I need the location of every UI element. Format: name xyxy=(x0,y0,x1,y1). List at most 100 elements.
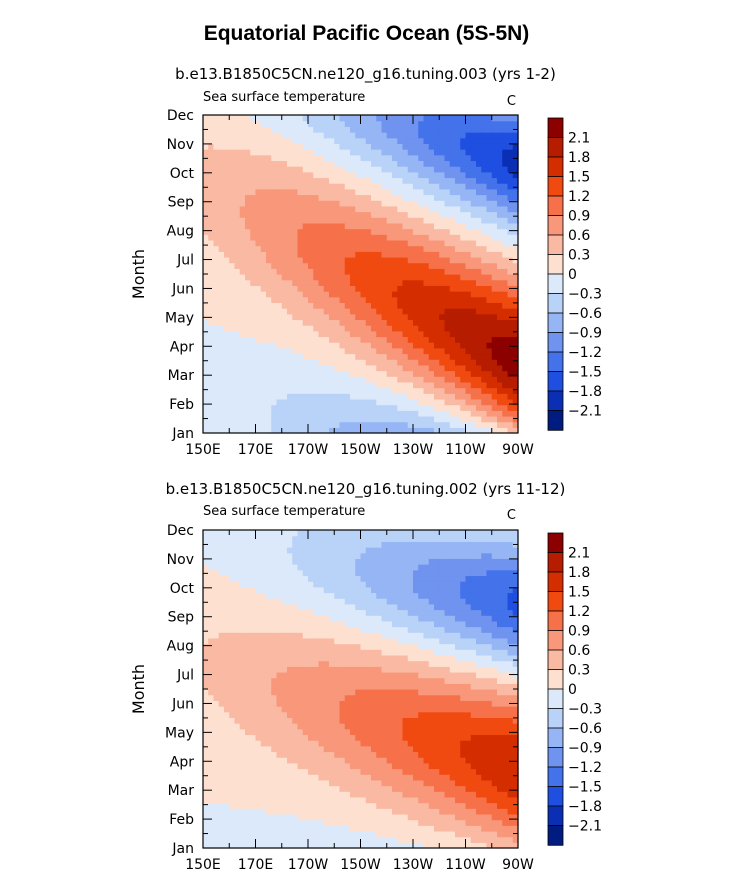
panel1-heatmap-cell xyxy=(502,126,509,133)
panel2-heatmap-cell xyxy=(250,535,257,542)
panel1-heatmap-cell xyxy=(203,404,209,411)
panel1-heatmap-cell xyxy=(203,274,209,281)
panel2-heatmap-cell xyxy=(281,745,288,753)
panel1-heatmap-cell xyxy=(392,370,398,377)
panel2-heatmap-cell xyxy=(281,785,288,792)
panel2-heatmap-cell xyxy=(239,654,246,662)
panel1-heatmap-cell xyxy=(218,393,225,400)
panel2-heatmap-cell xyxy=(229,774,236,781)
panel1-heatmap-cell xyxy=(308,177,314,184)
panel1-heatmap-cell xyxy=(297,171,304,179)
panel1-heatmap-cell xyxy=(276,370,283,377)
panel1-heatmap-cell xyxy=(481,325,488,332)
panel1-heatmap-cell xyxy=(434,330,440,338)
panel1-heatmap-cell xyxy=(418,404,425,411)
panel1-heatmap-cell xyxy=(213,319,220,326)
panel2-heatmap-cell xyxy=(208,581,215,588)
panel1-heatmap-cell xyxy=(329,251,335,258)
panel1-heatmap-cell xyxy=(428,256,435,264)
panel1-heatmap-cell xyxy=(486,353,493,360)
panel1-heatmap-cell xyxy=(365,256,372,264)
panel1-heatmap-cell xyxy=(297,256,304,264)
panel1-heatmap-cell xyxy=(271,319,278,326)
panel1-heatmap-cell xyxy=(350,308,356,315)
panel1-heatmap-cell xyxy=(313,211,320,218)
panel1-heatmap-cell xyxy=(497,398,503,406)
panel1-heatmap-cell xyxy=(444,115,451,122)
panel1-heatmap-cell xyxy=(371,319,377,326)
panel1-heatmap-cell xyxy=(339,188,346,196)
panel2-heatmap-cell xyxy=(218,541,225,548)
panel1-heatmap-cell xyxy=(318,262,325,269)
panel2-heatmap-cell xyxy=(271,723,278,730)
panel2-heatmap-cell xyxy=(281,632,288,639)
panel2-heatmap-cell xyxy=(297,757,304,764)
panel1-heatmap-cell xyxy=(407,251,414,258)
panel2-heatmap-cell xyxy=(229,569,236,577)
panel1-heatmap-cell xyxy=(476,262,482,269)
panel2-heatmap-cell xyxy=(302,785,309,792)
panel1-heatmap-cell xyxy=(413,177,419,184)
panel1-heatmap-cell xyxy=(297,296,304,303)
panel1-heatmap-cell xyxy=(329,262,335,269)
panel2-heatmap-cell xyxy=(239,751,246,758)
panel1-heatmap-cell xyxy=(413,149,419,156)
panel1-heatmap-cell xyxy=(507,205,514,213)
panel1-heatmap-cell xyxy=(397,398,404,406)
panel1-heatmap-cell xyxy=(428,415,435,423)
panel2-heatmap-cell xyxy=(323,654,330,662)
panel1-heatmap-cell xyxy=(507,160,514,167)
panel1-heatmap-cell xyxy=(376,256,383,264)
panel1-heatmap-cell xyxy=(239,205,246,213)
panel1-heatmap-cell xyxy=(397,211,404,218)
panel2-heatmap-cell xyxy=(308,740,314,747)
panel2-heatmap-cell xyxy=(208,706,215,713)
panel2-heatmap-cell xyxy=(255,711,262,718)
panel1-heatmap-cell xyxy=(392,217,398,224)
panel1-heatmap-cell xyxy=(213,160,220,167)
panel1-heatmap-cell xyxy=(287,200,293,207)
panel1-heatmap-cell xyxy=(313,205,320,213)
panel2-heatmap-cell xyxy=(292,552,299,559)
panel1-heatmap-cell xyxy=(339,319,346,326)
panel1-heatmap-cell xyxy=(386,256,393,264)
panel1-heatmap-cell xyxy=(308,200,314,207)
panel1-heatmap-cell xyxy=(360,222,367,230)
panel2-heatmap-cell xyxy=(245,677,251,684)
panel2-heatmap-cell xyxy=(313,706,320,713)
panel2-heatmap-cell xyxy=(260,808,267,815)
panel1-heatmap-cell xyxy=(428,353,435,360)
panel2-heatmap-cell xyxy=(266,552,272,559)
panel1-heatmap-cell xyxy=(402,211,409,218)
panel2-heatmap-cell xyxy=(276,796,283,804)
panel1-heatmap-cell xyxy=(376,143,383,150)
panel1-heatmap-cell xyxy=(491,415,498,423)
panel1-heatmap-cell xyxy=(355,160,362,167)
panel1-heatmap-cell xyxy=(213,120,220,127)
panel2-heatmap-cell xyxy=(334,728,341,736)
panel1-heatmap-cell xyxy=(344,194,351,201)
panel1-heatmap-cell xyxy=(486,160,493,167)
panel1-heatmap-cell xyxy=(334,211,341,218)
panel2-heatmap-cell xyxy=(239,694,246,701)
panel1-heatmap-cell xyxy=(313,126,320,133)
panel1-heatmap-cell xyxy=(250,291,257,298)
panel2-heatmap-cell xyxy=(302,541,309,548)
panel1-heatmap-cell xyxy=(455,319,461,326)
panel1-heatmap-cell xyxy=(371,228,377,235)
panel1-heatmap-cell xyxy=(208,387,215,394)
panel1-heatmap-cell xyxy=(287,194,293,201)
panel2-heatmap-cell xyxy=(239,813,246,821)
panel1-heatmap-cell xyxy=(355,183,362,190)
panel2-heatmap-cell xyxy=(334,592,341,599)
panel1-heatmap-cell xyxy=(407,387,414,394)
panel2-heatmap-cell xyxy=(334,757,341,764)
panel1-heatmap-cell xyxy=(245,251,251,258)
panel1-heatmap-cell xyxy=(486,387,493,394)
panel2-heatmap-cell xyxy=(297,535,304,542)
panel1-heatmap-cell xyxy=(297,376,304,383)
panel1-heatmap-cell xyxy=(386,268,393,275)
panel1-heatmap-cell xyxy=(260,285,267,292)
panel2-heatmap-cell xyxy=(318,620,325,628)
panel1-heatmap-cell xyxy=(287,143,293,150)
